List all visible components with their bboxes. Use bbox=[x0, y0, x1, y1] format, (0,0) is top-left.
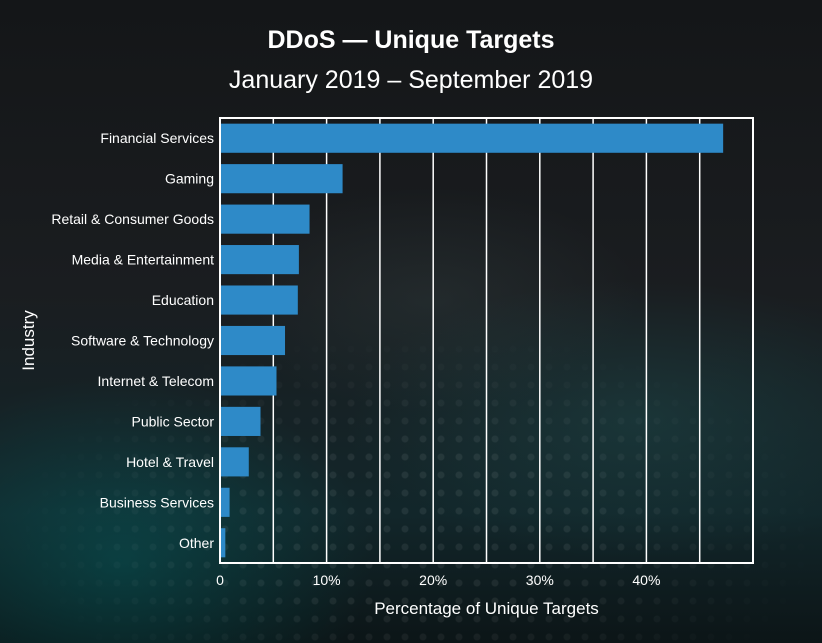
bar bbox=[220, 204, 310, 234]
bar bbox=[220, 123, 724, 153]
background-dot-pattern bbox=[0, 250, 822, 643]
bar bbox=[220, 528, 226, 558]
category-label: Media & Entertainment bbox=[72, 252, 215, 268]
category-label: Financial Services bbox=[100, 130, 214, 146]
x-tick-label: 40% bbox=[632, 572, 660, 588]
x-tick-labels: 0 10% 20% 30% 40% bbox=[216, 572, 660, 588]
category-labels: Financial Services Gaming Retail & Consume… bbox=[51, 130, 214, 551]
bar bbox=[220, 245, 299, 275]
bar bbox=[220, 285, 298, 315]
x-tick-label: 30% bbox=[526, 572, 554, 588]
bar bbox=[220, 325, 286, 356]
y-axis-label: Industry bbox=[19, 310, 38, 371]
bar bbox=[220, 447, 249, 477]
category-label: Gaming bbox=[165, 171, 214, 187]
category-label: Education bbox=[152, 292, 214, 308]
chart-title: DDoS — Unique Targets bbox=[267, 26, 555, 54]
x-tick-label: 0 bbox=[216, 572, 224, 588]
category-label: Internet & Telecom bbox=[98, 373, 214, 389]
bars bbox=[220, 123, 724, 558]
bar bbox=[220, 406, 261, 436]
x-tick-label: 20% bbox=[419, 572, 447, 588]
bar bbox=[220, 487, 230, 517]
category-label: Retail & Consumer Goods bbox=[51, 211, 214, 227]
category-label: Software & Technology bbox=[71, 333, 214, 349]
category-label: Other bbox=[179, 535, 214, 551]
category-label: Business Services bbox=[100, 494, 214, 510]
x-axis-label: Percentage of Unique Targets bbox=[374, 599, 599, 618]
category-label: Hotel & Travel bbox=[126, 454, 214, 470]
plot-frame bbox=[219, 117, 754, 564]
x-tick-label: 10% bbox=[313, 572, 341, 588]
chart-subtitle: January 2019 – September 2019 bbox=[228, 66, 594, 94]
bar bbox=[220, 366, 277, 396]
category-label: Public Sector bbox=[132, 413, 215, 429]
bar bbox=[220, 164, 343, 194]
